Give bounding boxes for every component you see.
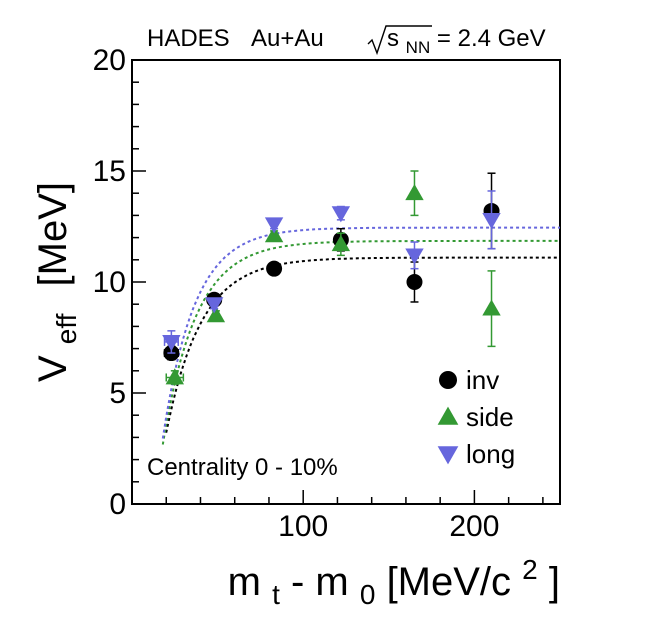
title-energy-symbol: s bbox=[387, 25, 399, 52]
legend-item-inv: inv bbox=[439, 365, 499, 395]
marker-inv bbox=[266, 260, 283, 277]
data-point-long bbox=[482, 190, 501, 250]
y-tick-label: 5 bbox=[109, 377, 126, 410]
y-label-subscript: eff bbox=[51, 313, 82, 344]
axes: 0 5 10 15 20 100 200 bbox=[93, 44, 544, 543]
marker-side bbox=[264, 226, 284, 243]
x-label-unit: [MeV/c bbox=[387, 560, 511, 604]
marker-long bbox=[162, 335, 181, 352]
data-point-long bbox=[264, 217, 284, 234]
data-point-side bbox=[482, 270, 501, 348]
marker-long bbox=[331, 206, 351, 223]
x-label-sup: 2 bbox=[522, 554, 538, 585]
marker-long bbox=[264, 217, 284, 234]
sqrt-radical bbox=[367, 25, 432, 56]
legend-label-side: side bbox=[466, 402, 514, 432]
y-tick-label: 15 bbox=[93, 155, 126, 188]
title-energy: s NN = 2.4 GeV bbox=[387, 25, 546, 59]
legend-item-long: long bbox=[437, 439, 515, 469]
data-point-side bbox=[331, 232, 351, 257]
data-point-long bbox=[331, 205, 351, 223]
y-label-unit: [MeV] bbox=[31, 182, 75, 286]
legend-marker-side bbox=[437, 406, 459, 425]
x-axis-label: m t - m 0 [MeV/c 2 ] bbox=[228, 544, 560, 613]
x-label-close: ] bbox=[549, 560, 560, 604]
legend-label-long: long bbox=[466, 439, 515, 469]
centrality-annotation: Centrality 0 - 10% bbox=[147, 454, 338, 481]
legend-label-inv: inv bbox=[466, 365, 499, 395]
y-tick-label: 10 bbox=[93, 266, 126, 299]
x-label-sub2: 0 bbox=[360, 579, 376, 610]
data-point-long bbox=[405, 241, 424, 270]
marker-side bbox=[165, 368, 184, 385]
legend-marker-inv bbox=[439, 371, 457, 389]
legend: inv side long bbox=[437, 365, 515, 469]
legend-item-side: side bbox=[437, 402, 514, 432]
fit-curves bbox=[161, 226, 560, 445]
x-label-m1: m bbox=[228, 560, 261, 604]
y-axis-label: V eff [MeV] bbox=[31, 182, 85, 382]
marker-long bbox=[482, 212, 501, 230]
title-system: Au+Au bbox=[251, 25, 324, 52]
data-point-side bbox=[405, 170, 424, 217]
marker-side bbox=[405, 184, 424, 201]
marker-long bbox=[204, 297, 224, 314]
x-tick-label: 200 bbox=[449, 510, 499, 543]
x-label-sub1: t bbox=[272, 579, 280, 610]
title-energy-value: = 2.4 GeV bbox=[437, 25, 546, 52]
x-label-mid: - m bbox=[291, 560, 349, 604]
data-point-side bbox=[165, 368, 185, 385]
marker-side bbox=[482, 299, 501, 316]
y-tick-label: 20 bbox=[93, 44, 126, 77]
chart-title: HADES Au+Au bbox=[147, 25, 324, 52]
marker-side bbox=[206, 306, 226, 323]
title-energy-subscript: NN bbox=[406, 38, 431, 57]
marker-long bbox=[405, 248, 424, 265]
marker-inv bbox=[406, 274, 423, 290]
data-point-side bbox=[206, 306, 226, 323]
data-point-inv bbox=[266, 260, 283, 277]
fit-curve-long bbox=[161, 226, 560, 439]
data-point-long bbox=[162, 330, 181, 354]
data-points bbox=[162, 170, 501, 385]
marker-side bbox=[331, 235, 351, 252]
fit-curve-inv bbox=[165, 256, 560, 433]
y-tick-label: 0 bbox=[109, 488, 126, 521]
data-point-long bbox=[204, 297, 224, 314]
x-tick-label: 100 bbox=[278, 510, 328, 543]
legend-marker-long bbox=[437, 446, 459, 465]
title-experiment: HADES bbox=[147, 25, 230, 52]
y-label-main: V bbox=[31, 355, 75, 382]
